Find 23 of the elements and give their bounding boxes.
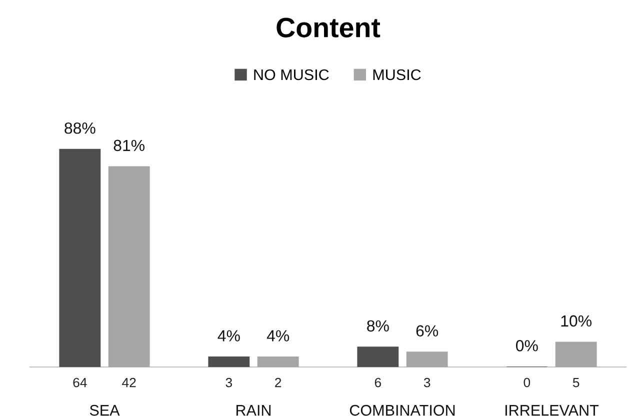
x-tick-label: SEA bbox=[90, 404, 120, 416]
chart-title: Content bbox=[276, 18, 380, 38]
text: 0 bbox=[524, 378, 530, 388]
x-tick-label: COMBINATION bbox=[350, 404, 455, 416]
text: 2 bbox=[275, 378, 282, 388]
text: 3 bbox=[226, 378, 232, 388]
data-label: 81% bbox=[114, 140, 144, 152]
x-tick-label: IRRELEVANT bbox=[506, 405, 599, 416]
data-label: 88% bbox=[64, 122, 96, 134]
text: 64 bbox=[73, 378, 87, 388]
data-label: 4% bbox=[218, 330, 240, 342]
text: 3 bbox=[424, 378, 430, 388]
data-label: 8% bbox=[367, 320, 389, 332]
data-label: 10% bbox=[561, 315, 592, 327]
x-tick-label: RAIN bbox=[236, 405, 271, 416]
text: 5 bbox=[572, 378, 580, 388]
text: 42 bbox=[122, 378, 136, 388]
data-label: 6% bbox=[416, 325, 438, 337]
text: 6 bbox=[374, 378, 382, 388]
data-label: 0% bbox=[516, 340, 538, 352]
data-label: 4% bbox=[266, 330, 290, 342]
legend-label: MUSIC bbox=[373, 69, 421, 80]
legend-label: NO MUSIC bbox=[254, 69, 329, 80]
